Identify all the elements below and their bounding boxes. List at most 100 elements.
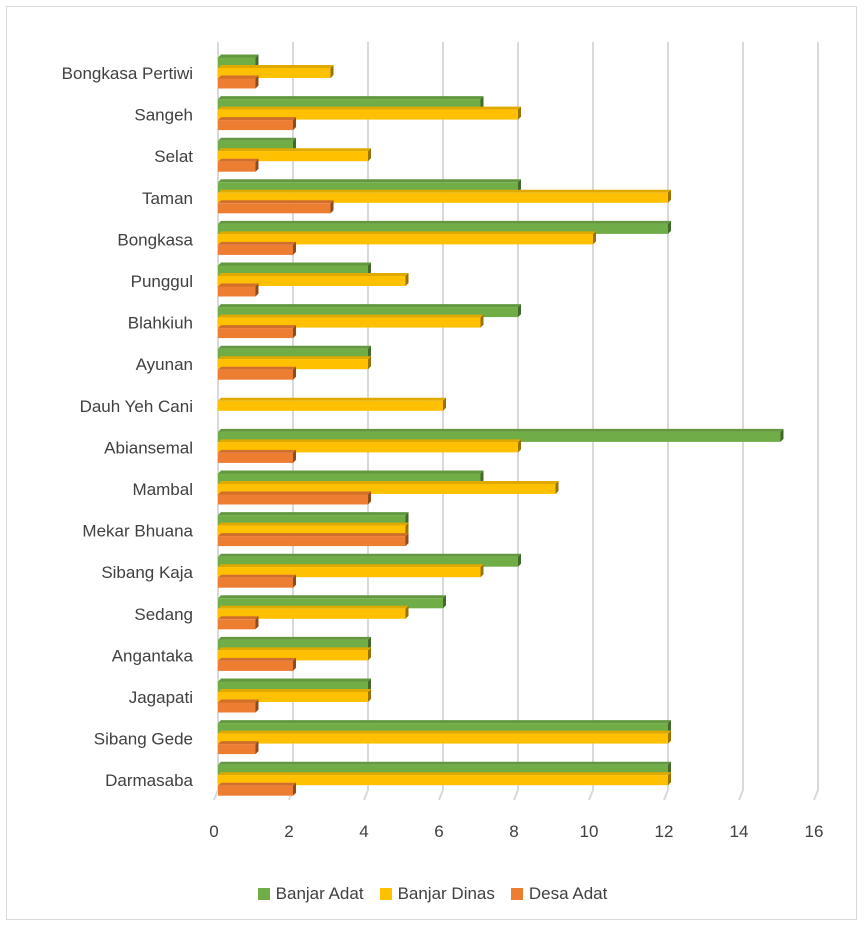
- bar-desa-adat-abiansemal: [218, 452, 293, 463]
- bar-end-banjar-dinas-blahkiuh: [480, 314, 484, 328]
- bar-end-banjar-adat-abiansemal: [780, 428, 784, 442]
- bar-end-banjar-adat-sibang-gede: [668, 720, 671, 734]
- category-label-mambal: Mambal: [133, 480, 193, 499]
- bar-banjar-dinas-mekar-bhuana: [218, 525, 406, 536]
- bar-top-desa-adat-abiansemal: [218, 449, 296, 453]
- category-label-sangeh: Sangeh: [134, 106, 193, 125]
- category-label-sibang-kaja: Sibang Kaja: [101, 563, 193, 582]
- bar-banjar-adat-angantaka: [218, 639, 368, 650]
- bar-end-desa-adat-mekar-bhuana: [405, 533, 409, 547]
- category-label-selat: Selat: [154, 147, 193, 166]
- bar-desa-adat-sibang-kaja: [218, 577, 293, 588]
- bar-top-banjar-adat-ayunan: [218, 345, 371, 349]
- bar-desa-adat-taman: [218, 203, 331, 214]
- bar-end-banjar-dinas-darmasaba: [668, 772, 671, 786]
- x-tick-label-10: 10: [580, 822, 599, 841]
- bar-end-banjar-adat-sedang: [443, 595, 446, 609]
- bar-top-desa-adat-jagapati: [218, 699, 259, 703]
- bar-top-banjar-dinas-sibang-kaja: [218, 564, 484, 568]
- bar-end-banjar-adat-bongkasa-pertiwi: [255, 54, 259, 68]
- bar-desa-adat-selat: [218, 161, 256, 172]
- bar-top-banjar-adat-jagapati: [218, 678, 371, 682]
- bar-desa-adat-mekar-bhuana: [218, 536, 406, 547]
- bar-end-desa-adat-blahkiuh: [293, 325, 296, 339]
- bar-top-banjar-dinas-selat: [218, 148, 371, 152]
- x-tick-label-8: 8: [509, 822, 518, 841]
- bar-top-desa-adat-sibang-kaja: [218, 574, 296, 578]
- category-label-sedang: Sedang: [134, 605, 193, 624]
- bar-desa-adat-jagapati: [218, 702, 256, 713]
- x-tick-label-12: 12: [655, 822, 674, 841]
- bar-banjar-dinas-ayunan: [218, 359, 368, 370]
- bar-top-banjar-adat-mambal: [218, 470, 484, 474]
- bar-end-banjar-adat-mekar-bhuana: [405, 512, 409, 526]
- bar-top-banjar-dinas-sedang: [218, 605, 409, 609]
- bar-end-desa-adat-mambal: [368, 491, 371, 505]
- category-label-taman: Taman: [142, 189, 193, 208]
- bar-banjar-adat-ayunan: [218, 348, 368, 359]
- x-tick-label-14: 14: [730, 822, 749, 841]
- category-label-bongkasa-pertiwi: Bongkasa Pertiwi: [62, 64, 193, 83]
- bar-end-banjar-adat-angantaka: [368, 636, 371, 650]
- bar-top-desa-adat-taman: [218, 200, 334, 204]
- bar-top-banjar-adat-blahkiuh: [218, 304, 521, 308]
- bar-end-banjar-dinas-selat: [368, 148, 371, 162]
- bar-banjar-dinas-angantaka: [218, 650, 368, 661]
- bar-desa-adat-sedang: [218, 619, 256, 630]
- category-label-jagapati: Jagapati: [129, 688, 193, 707]
- gridline-foot-4: [363, 789, 369, 801]
- category-label-darmasaba: Darmasaba: [105, 771, 193, 790]
- bar-desa-adat-bongkasa: [218, 244, 293, 255]
- bar-desa-adat-punggul: [218, 286, 256, 297]
- legend-swatch-banjar-dinas: [379, 888, 392, 900]
- bar-desa-adat-blahkiuh: [218, 328, 293, 339]
- gridline-foot-8: [513, 789, 519, 801]
- bar-end-desa-adat-sibang-gede: [255, 741, 259, 755]
- bar-top-desa-adat-bongkasa-pertiwi: [218, 75, 259, 79]
- bar-top-desa-adat-bongkasa: [218, 241, 296, 245]
- gridline-foot-10: [588, 789, 594, 801]
- bar-end-banjar-adat-ayunan: [368, 345, 371, 359]
- bar-end-desa-adat-sibang-kaja: [293, 574, 296, 588]
- gridline-foot-14: [738, 789, 744, 801]
- bar-banjar-dinas-bongkasa-pertiwi: [218, 68, 331, 78]
- bar-top-banjar-adat-bongkasa-pertiwi: [218, 54, 259, 58]
- category-label-ayunan: Ayunan: [136, 355, 193, 374]
- gridline-foot-16: [813, 789, 819, 801]
- bar-top-desa-adat-angantaka: [218, 657, 296, 661]
- bar-top-banjar-adat-mekar-bhuana: [218, 512, 409, 516]
- bar-end-banjar-dinas-sibang-kaja: [480, 564, 484, 578]
- bar-top-banjar-dinas-ayunan: [218, 356, 371, 360]
- bar-end-banjar-dinas-mambal: [555, 481, 559, 494]
- bar-end-desa-adat-taman: [330, 200, 334, 214]
- category-label-angantaka: Angantaka: [112, 646, 194, 665]
- bar-banjar-dinas-abiansemal: [218, 442, 518, 453]
- bar-top-banjar-dinas-sangeh: [218, 106, 521, 110]
- bar-end-banjar-dinas-bongkasa: [593, 231, 596, 245]
- legend-item-banjar-dinas: Banjar Dinas: [379, 884, 495, 904]
- bar-end-banjar-dinas-abiansemal: [518, 439, 521, 453]
- bar-top-banjar-dinas-bongkasa-pertiwi: [218, 65, 334, 68]
- bar-top-banjar-dinas-blahkiuh: [218, 314, 484, 318]
- bar-end-banjar-adat-blahkiuh: [518, 304, 521, 318]
- legend-label-banjar-dinas: Banjar Dinas: [397, 884, 495, 903]
- category-label-dauh-yeh-cani: Dauh Yeh Cani: [80, 397, 193, 416]
- bar-top-desa-adat-sangeh: [218, 117, 296, 121]
- bar-end-banjar-dinas-ayunan: [368, 356, 371, 370]
- bar-end-banjar-adat-darmasaba: [668, 761, 671, 775]
- category-label-abiansemal: Abiansemal: [104, 438, 193, 457]
- bar-top-desa-adat-blahkiuh: [218, 325, 296, 329]
- bar-desa-adat-sangeh: [218, 120, 293, 131]
- bar-end-desa-adat-ayunan: [293, 366, 296, 380]
- bar-end-banjar-adat-sangeh: [480, 96, 484, 110]
- x-tick-label-4: 4: [359, 822, 368, 841]
- bar-end-desa-adat-jagapati: [255, 699, 259, 713]
- bar-top-banjar-adat-taman: [218, 179, 521, 183]
- x-tick-label-16: 16: [805, 822, 824, 841]
- bar-banjar-dinas-punggul: [218, 276, 406, 286]
- bar-banjar-adat-selat: [218, 140, 293, 151]
- gridline-foot-6: [438, 789, 444, 801]
- bar-banjar-adat-sibang-kaja: [218, 556, 518, 567]
- category-label-bongkasa: Bongkasa: [117, 230, 193, 249]
